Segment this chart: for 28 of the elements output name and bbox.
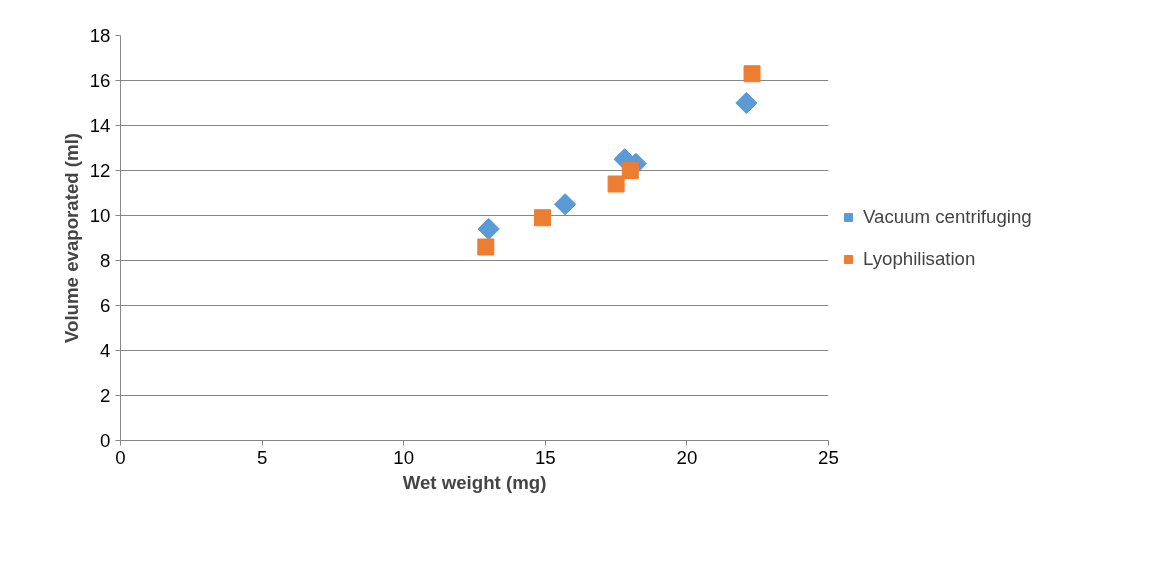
legend-label: Vacuum centrifuging — [863, 205, 1032, 228]
y-tick-label: 14 — [89, 115, 111, 136]
y-tick-label: 16 — [89, 70, 111, 91]
legend-label: Lyophilisation — [863, 247, 976, 270]
y-tick-label: 10 — [89, 205, 111, 226]
y-tick-label: 8 — [100, 250, 111, 271]
x-tick-label: 15 — [534, 446, 556, 468]
x-tick-label: 5 — [256, 446, 268, 468]
point — [477, 217, 500, 241]
y-tick-label: 0 — [100, 430, 111, 451]
x-tick-label: 20 — [676, 446, 698, 468]
point — [621, 162, 639, 179]
point — [735, 91, 758, 115]
x-axis-title: Wet weight (mg) — [402, 471, 547, 493]
y-tick-label: 6 — [100, 295, 111, 316]
y-tick-label: 4 — [100, 340, 111, 361]
y-tick-label: 18 — [89, 25, 111, 46]
x-tick-label: 25 — [818, 446, 839, 468]
y-axis-title: Volume evaporated (ml) — [60, 132, 82, 344]
x-tick-label: 0 — [115, 446, 126, 468]
point — [533, 209, 551, 227]
point — [607, 175, 625, 193]
y-tick-label: 2 — [100, 385, 111, 406]
point — [554, 193, 577, 216]
point — [477, 238, 495, 256]
x-tick-label: 10 — [393, 446, 415, 468]
y-tick-label: 12 — [89, 160, 111, 181]
point — [743, 65, 761, 83]
